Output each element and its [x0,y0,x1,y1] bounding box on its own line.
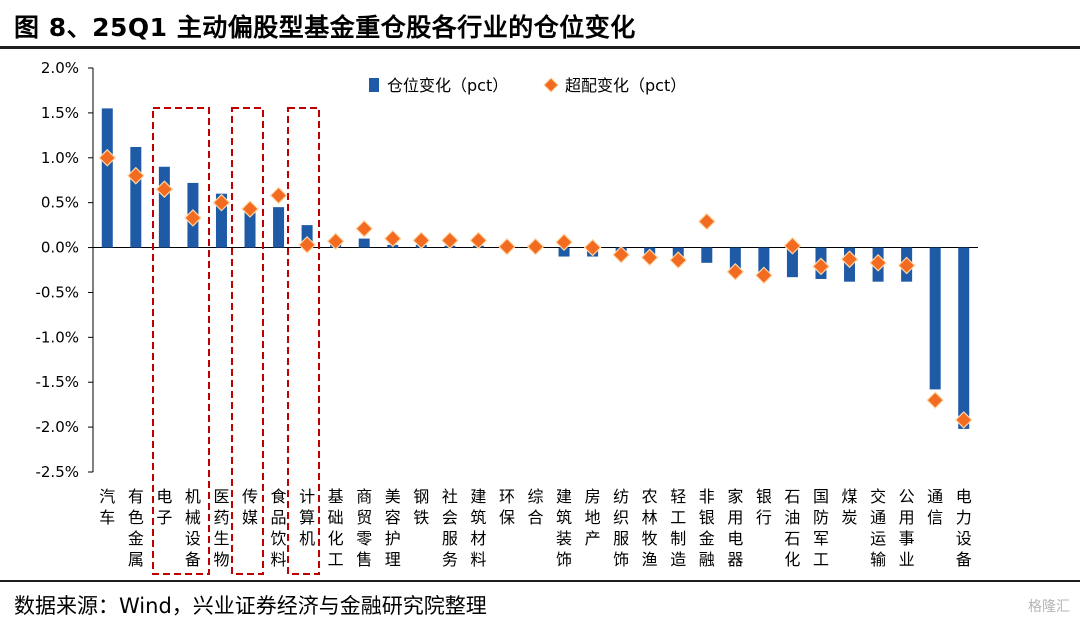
bar [244,207,256,248]
category-label: 有色金属 [128,487,144,569]
marker [755,266,773,285]
category-label: 农林牧渔 [642,487,658,569]
category-label: 钢铁 [413,487,429,527]
legend-marker-swatch [543,77,559,93]
bar [215,193,227,248]
marker [155,180,174,199]
y-tick-label: -2.0% [35,418,79,436]
bar [929,247,941,390]
category-label: 基础化工 [328,487,344,569]
legend-label-marker: 超配变化（pct） [565,76,686,95]
marker [269,186,288,205]
marker [498,237,516,256]
marker [98,148,117,167]
category-label: 商贸零售 [356,487,372,569]
category-label: 轻工制造 [670,487,686,569]
legend-bar-swatch [369,78,379,92]
y-tick-label: 2.0% [41,59,79,77]
bar [758,247,770,278]
bar [101,108,113,248]
marker [526,237,545,256]
marker [840,250,859,269]
bar [130,147,142,248]
bottom-divider [0,580,1080,582]
marker [869,253,887,272]
category-label: 石油石化 [784,487,800,569]
category-label: 综合 [527,487,543,527]
category-label: 纺织服饰 [613,487,629,569]
y-tick-label: -0.5% [35,283,79,301]
category-label: 国防军工 [813,487,829,569]
marker [897,256,916,275]
bar [273,207,285,248]
category-label: 汽车 [99,487,115,527]
marker [184,209,202,227]
bar [786,247,798,278]
marker [697,212,716,231]
marker [669,251,688,269]
category-label: 非银金融 [699,487,715,569]
category-label: 电力设备 [956,487,972,569]
category-label: 房地产 [585,487,601,548]
marker [640,248,659,267]
category-label: 社会服务 [442,487,458,569]
bar [701,247,713,263]
y-tick-label: -2.5% [35,463,79,481]
category-label: 建筑材料 [470,487,486,569]
category-label: 交通运输 [870,487,886,569]
category-label: 电子 [156,487,172,527]
marker [726,262,745,281]
category-label: 银行 [756,487,772,527]
category-label: 医药生物 [213,487,229,569]
category-label: 美容护理 [385,487,401,569]
category-label: 通信 [927,487,943,527]
marker [383,229,402,248]
bar [958,247,970,429]
marker [212,193,231,212]
category-label: 食品饮料 [271,487,287,569]
category-label: 传媒 [242,487,258,527]
bar [158,166,170,248]
y-tick-label: -1.0% [35,328,79,346]
y-tick-label: 0.5% [41,194,79,212]
bar [558,247,570,257]
highlight-box [287,107,320,575]
category-label: 计算机 [299,487,315,548]
marker [555,233,573,252]
category-label: 环保 [499,487,515,527]
y-tick-label: -1.5% [35,373,79,391]
watermark: 格隆汇 [1028,599,1070,615]
category-label: 机械设备 [185,487,201,569]
marker [783,236,802,255]
highlight-box [152,107,210,575]
y-tick-label: 1.0% [41,149,79,167]
legend-label-bar: 仓位变化（pct） [387,76,508,95]
y-tick-label: 0.0% [41,239,79,257]
marker [126,166,145,185]
marker [926,391,945,410]
source-note: 数据来源：Wind，兴业证券经济与金融研究院整理 [14,594,487,618]
marker [612,245,630,264]
highlight-box [231,107,264,575]
marker [469,231,488,250]
bar [358,238,370,248]
marker [241,200,259,218]
bar [729,247,741,275]
chart: 2.0% 1.5% 1.0% 0.5% 0.0% -0.5% -1.0% -1.5% -2.0%… [35,59,978,575]
category-label: 煤炭 [842,487,858,527]
marker [412,231,431,250]
marker [441,231,459,250]
marker [954,411,973,429]
category-label: 公用事业 [899,487,915,569]
marker [583,238,602,257]
marker [355,219,374,238]
category-label: 家用电器 [727,487,743,569]
category-label: 建筑装饰 [556,487,572,569]
marker [298,236,316,254]
y-tick-label: 1.5% [41,104,79,122]
title-divider [0,46,1080,49]
marker [326,232,345,251]
chart-title: 图 8、25Q1 主动偏股型基金重仓股各行业的仓位变化 [14,13,636,42]
marker [812,257,830,276]
